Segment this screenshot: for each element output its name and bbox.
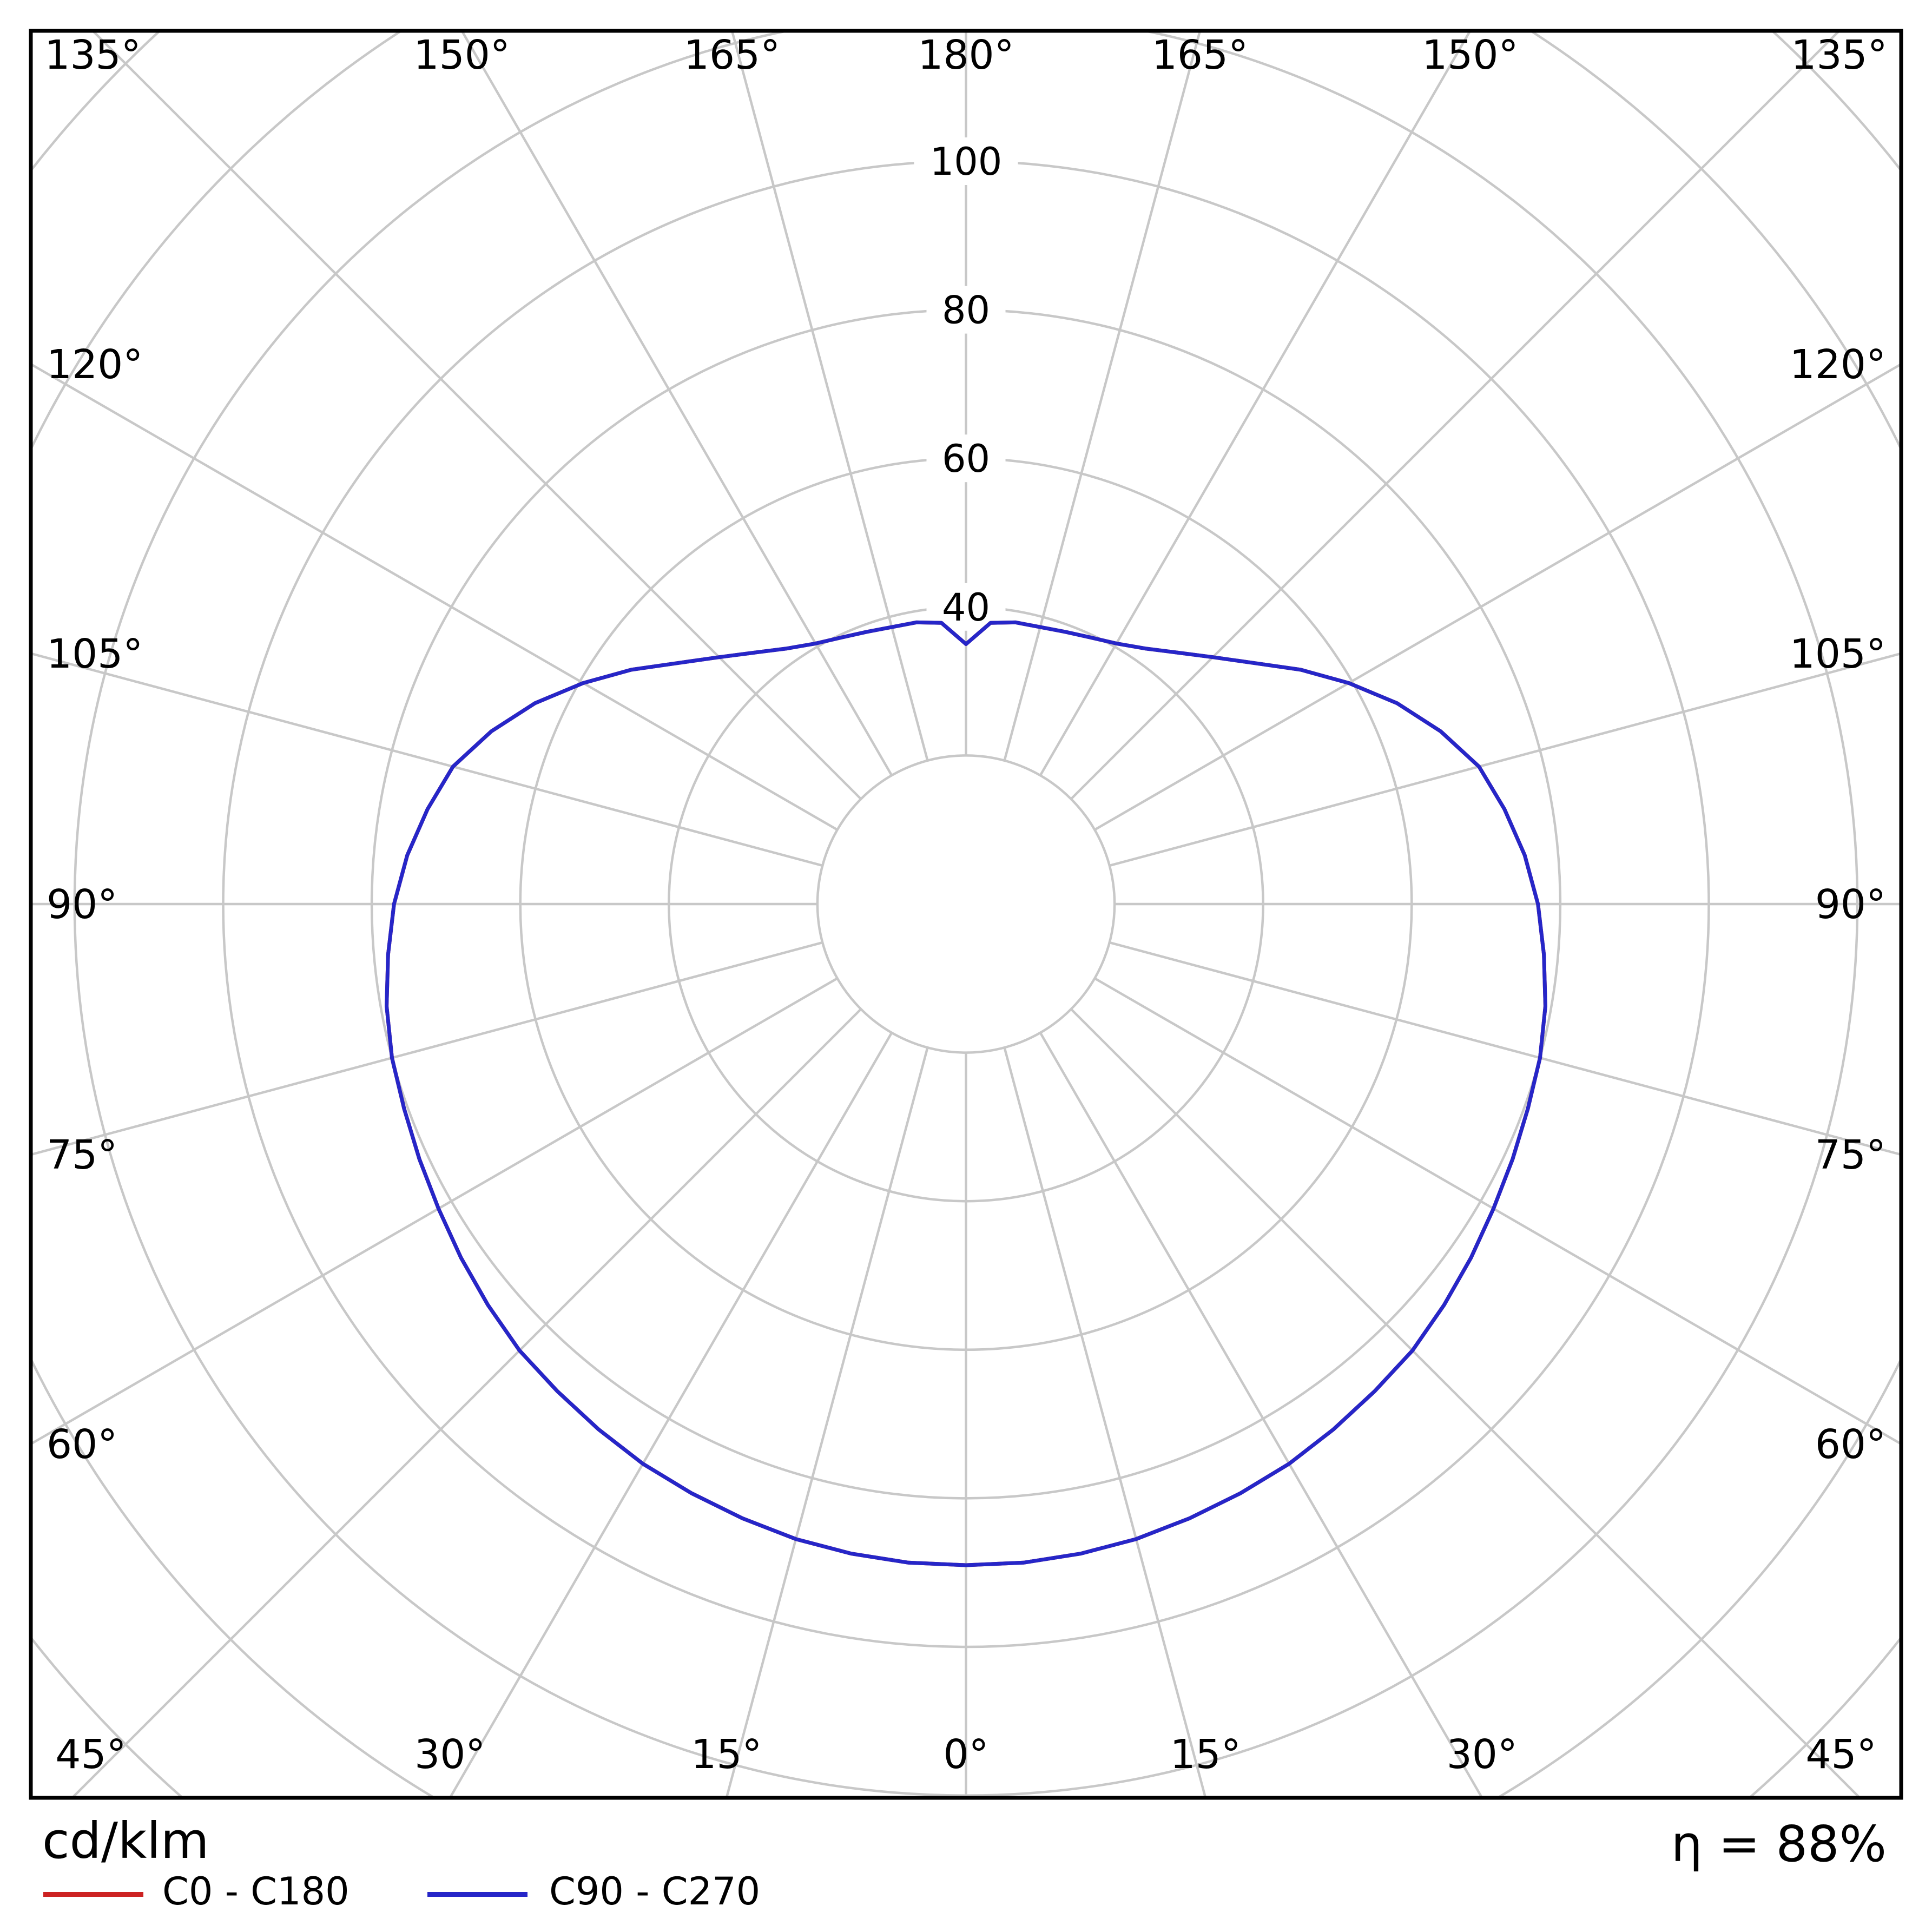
angle-label-105-right: 105° — [1790, 631, 1886, 677]
units-label: cd/klm — [42, 1812, 209, 1870]
grid-radial-line-45 — [1070, 1008, 1862, 1798]
grid-radial-line-60 — [1094, 977, 1901, 1446]
grid-radial-line-120 — [1094, 362, 1901, 831]
angle-label-135-left: 135° — [44, 32, 141, 78]
grid-ring-20 — [816, 754, 1116, 1054]
angle-label-90-left: 90° — [47, 881, 117, 928]
efficiency-label: η = 88% — [1671, 1815, 1887, 1873]
radial-tick-mask — [914, 137, 1018, 185]
angle-label-90-right: 90° — [1815, 881, 1886, 928]
angle-label-75-left: 75° — [47, 1132, 117, 1178]
grid-radial-line-300 — [31, 977, 838, 1446]
angle-label-75-right: 75° — [1815, 1132, 1886, 1178]
chart-frame — [29, 29, 1903, 1800]
angle-label-15-left: 15° — [691, 1731, 762, 1778]
grid-radial-line-330 — [449, 1032, 893, 1798]
angle-label-120-left: 120° — [47, 341, 143, 388]
grid-radial-line-285 — [31, 941, 823, 1156]
radial-tick-mask — [926, 434, 1006, 483]
grid-radial-line-15 — [1003, 1047, 1207, 1798]
grid-radial-line-30 — [1039, 1032, 1483, 1798]
grid-radial-line-195 — [730, 31, 929, 761]
grid-radial-line-255 — [31, 652, 823, 867]
angle-label-60-right: 60° — [1815, 1421, 1886, 1468]
grid-radial-line-165 — [1003, 31, 1202, 761]
radial-tick-mask — [926, 286, 1006, 334]
radial-tick-label-40: 40 — [942, 585, 990, 630]
angle-label-120-right: 120° — [1790, 341, 1886, 388]
grid-radial-line-240 — [31, 362, 838, 831]
angle-label-30-right: 30° — [1447, 1731, 1518, 1778]
legend-swatch-c0-c180 — [43, 1892, 143, 1897]
angle-label-180: 180° — [918, 32, 1014, 78]
grid-radial-line-135 — [1070, 31, 1841, 800]
angle-label-45-right: 45° — [1805, 1731, 1876, 1778]
legend-label-c90-c270: C90 - C270 — [549, 1869, 761, 1914]
angle-label-150-right: 150° — [1422, 32, 1518, 78]
angle-label-105-left: 105° — [47, 631, 143, 677]
grid-radial-line-345 — [725, 1047, 929, 1798]
curve-C90-C270 — [385, 620, 1547, 1567]
grid-radial-line-105 — [1109, 652, 1901, 867]
grid-radial-line-225 — [91, 31, 862, 800]
grid-radial-line-210 — [460, 31, 893, 776]
grid-radial-line-75 — [1109, 941, 1901, 1156]
angle-label-150-left: 150° — [414, 32, 510, 78]
angle-label-30-left: 30° — [414, 1731, 485, 1778]
angle-label-60-left: 60° — [47, 1421, 117, 1468]
angle-label-45-left: 45° — [55, 1731, 126, 1778]
grid-radial-line-150 — [1039, 31, 1472, 776]
angle-label-135-right: 135° — [1791, 32, 1887, 78]
angle-label-165-right: 165° — [1152, 32, 1248, 78]
legend-swatch-c90-c270 — [427, 1892, 527, 1897]
angle-label-165-left: 165° — [684, 32, 780, 78]
grid-radial-line-315 — [70, 1008, 862, 1798]
legend-label-c0-c180: C0 - C180 — [162, 1869, 350, 1914]
angle-label-0: 0° — [943, 1731, 988, 1778]
radial-tick-label-100: 100 — [930, 140, 1003, 184]
angle-label-15-right: 15° — [1170, 1731, 1241, 1778]
radial-tick-label-80: 80 — [942, 288, 990, 333]
radial-tick-label-60: 60 — [942, 437, 990, 481]
